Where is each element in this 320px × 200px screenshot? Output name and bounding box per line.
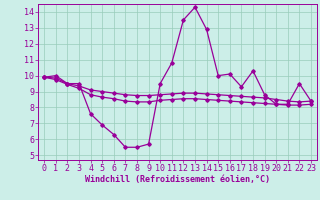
X-axis label: Windchill (Refroidissement éolien,°C): Windchill (Refroidissement éolien,°C) xyxy=(85,175,270,184)
